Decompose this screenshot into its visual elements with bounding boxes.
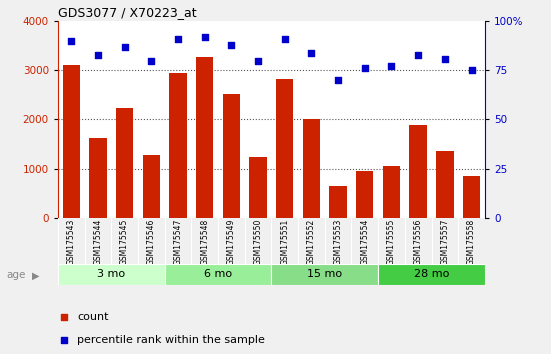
Text: age: age (7, 270, 26, 280)
Bar (436, 152, 453, 218)
Bar (409, 125, 427, 218)
Text: 6 mo: 6 mo (204, 269, 232, 279)
Text: ▶: ▶ (32, 270, 40, 280)
Text: count: count (77, 312, 109, 322)
Text: 15 mo: 15 mo (307, 269, 342, 279)
Bar (276, 79, 293, 218)
Bar (250, 157, 267, 218)
Point (387, 64, 396, 69)
Text: 3 mo: 3 mo (97, 269, 125, 279)
Text: GDS3077 / X70223_at: GDS3077 / X70223_at (58, 6, 197, 19)
Point (227, 42, 236, 48)
Point (147, 58, 156, 63)
Point (94, 52, 102, 57)
Bar (62, 65, 80, 218)
Point (174, 36, 182, 42)
Point (307, 50, 316, 56)
Bar (378, 264, 485, 285)
Bar (89, 138, 106, 218)
Bar (223, 95, 240, 218)
Point (325, 23, 334, 29)
Point (280, 36, 289, 42)
Bar (169, 73, 187, 218)
Point (67, 38, 75, 44)
Bar (165, 264, 271, 285)
Point (440, 56, 449, 61)
Bar (463, 176, 480, 218)
Bar (271, 264, 378, 285)
Bar (143, 155, 160, 218)
Bar (58, 264, 165, 285)
Point (414, 52, 423, 57)
Text: 28 mo: 28 mo (414, 269, 449, 279)
Point (200, 34, 209, 40)
Bar (196, 57, 213, 218)
Point (120, 44, 129, 50)
Bar (356, 171, 374, 218)
Bar (383, 166, 400, 218)
Point (253, 58, 262, 63)
Bar (116, 108, 133, 218)
Bar (302, 119, 320, 218)
Point (360, 65, 369, 71)
Point (467, 68, 476, 73)
Point (325, 233, 334, 238)
Text: percentile rank within the sample: percentile rank within the sample (77, 335, 265, 346)
Bar (329, 186, 347, 218)
Point (334, 77, 343, 83)
